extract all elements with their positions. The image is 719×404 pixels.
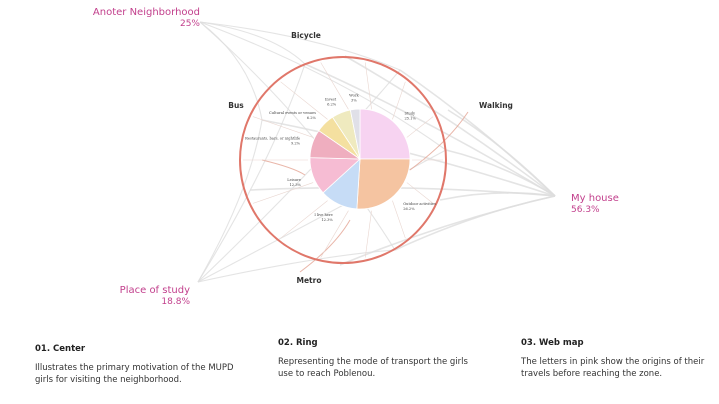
pie-slice xyxy=(349,108,361,160)
web-curve xyxy=(197,249,396,283)
origin-value-label: 25% xyxy=(180,19,200,29)
web-curve xyxy=(197,69,401,283)
slice-label: I live here xyxy=(314,213,332,217)
ring-link xyxy=(364,62,372,110)
ring-link xyxy=(364,210,372,258)
caption-title: 02. Ring xyxy=(278,338,318,348)
origin-value-label: 18.8% xyxy=(161,297,190,307)
slice-value-label: 6.2% xyxy=(327,103,337,107)
web-curve xyxy=(249,186,556,197)
slice-value-label: 26.2% xyxy=(403,207,415,211)
slice-label: Invest xyxy=(325,98,337,102)
slice-value-label: 12.3% xyxy=(290,183,302,187)
web-curve xyxy=(199,21,263,121)
web-accent-curve xyxy=(299,219,351,273)
slice-value-label: 3% xyxy=(351,98,357,102)
web-curve xyxy=(199,21,396,251)
ring-link xyxy=(406,182,434,204)
web-curve xyxy=(399,69,556,197)
slice-label: Leisure xyxy=(287,178,301,182)
ring-link xyxy=(320,210,349,258)
web-curve xyxy=(339,195,556,266)
web-accent-curve xyxy=(261,159,306,176)
web-curve xyxy=(199,21,447,151)
origin-value-label: 56.3% xyxy=(571,205,600,215)
caption-title: 01. Center xyxy=(35,344,86,354)
origin-label: My house xyxy=(571,193,619,204)
slice-label: Restaurants, bars, or nightlife xyxy=(245,136,300,140)
slice-value-label: 25.1% xyxy=(404,116,416,120)
slice-value-label: 9.2% xyxy=(291,141,301,145)
ring-link xyxy=(392,81,406,120)
ring-link xyxy=(280,200,328,239)
web-curve xyxy=(199,21,306,65)
caption-ring: 02. Ring Representing the mode of transp… xyxy=(278,338,478,380)
caption-text: Representing the mode of transport the g… xyxy=(278,357,468,379)
web-curve xyxy=(197,63,306,283)
slice-label: Outdoor activities xyxy=(403,202,436,206)
slice-value-label: 6.2% xyxy=(307,116,317,120)
transport-ring xyxy=(239,56,447,264)
caption-web-map: 03. Web map The letters in pink show the… xyxy=(521,338,719,380)
web-curve xyxy=(447,109,556,197)
web-curve xyxy=(445,149,556,197)
caption-title: 03. Web map xyxy=(521,338,584,348)
ring-link xyxy=(406,116,434,138)
motivation-pie xyxy=(309,108,411,210)
ring-link xyxy=(252,116,314,138)
caption-center: 01. Center Illustrates the primary motiv… xyxy=(35,344,235,386)
mode-label: Bicycle xyxy=(291,31,321,40)
ring-link xyxy=(320,62,349,110)
slice-label: Cultural events or venues xyxy=(269,111,316,115)
web-curve xyxy=(197,119,263,283)
mode-label: Metro xyxy=(297,276,322,285)
caption-text: Illustrates the primary motivation of th… xyxy=(35,363,234,385)
slice-value-label: 12.3% xyxy=(321,218,333,222)
origin-label: Anoter Neighborhood xyxy=(93,7,200,18)
web-curve xyxy=(199,21,401,71)
mode-label: Walking xyxy=(479,101,513,110)
caption-text: The letters in pink show the origins of … xyxy=(521,357,705,379)
slice-label: Study xyxy=(404,111,416,115)
pie-slice xyxy=(356,158,411,210)
pie-slice xyxy=(359,108,411,160)
slice-label: Work xyxy=(349,93,359,97)
web-curve xyxy=(304,63,556,197)
web-curve xyxy=(197,149,447,283)
mode-label: Bus xyxy=(228,101,244,110)
ring-link xyxy=(252,182,314,204)
origin-label: Place of study xyxy=(120,285,190,296)
ring-link xyxy=(280,81,328,120)
web-curve xyxy=(344,55,556,197)
ring-link xyxy=(392,200,406,239)
